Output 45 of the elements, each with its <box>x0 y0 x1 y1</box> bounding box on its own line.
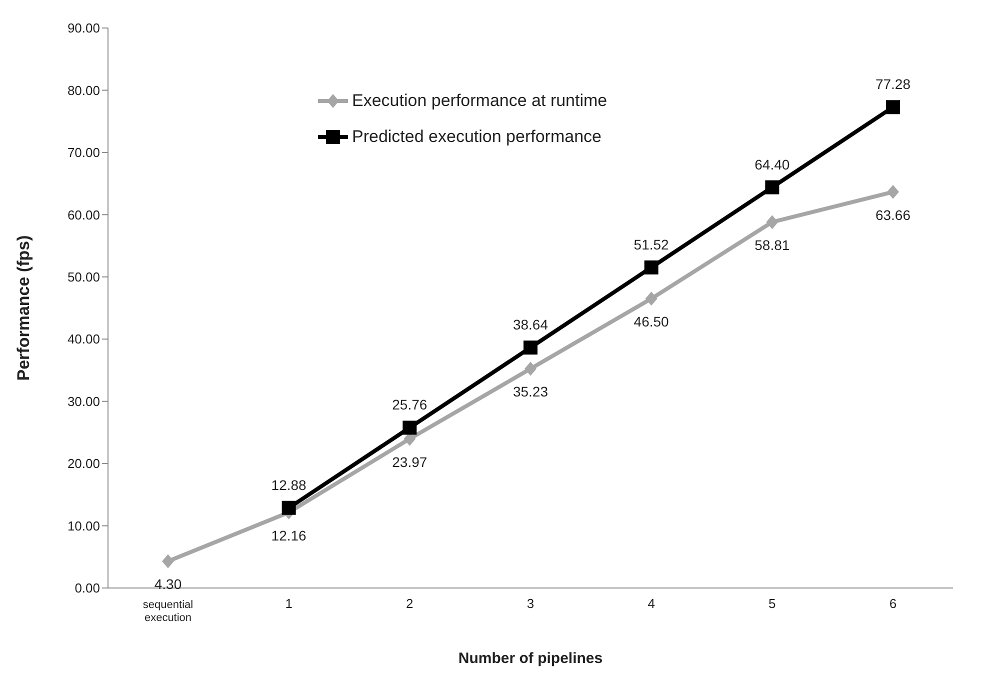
y-tick-label: 40.00 <box>67 332 100 347</box>
y-tick-label: 30.00 <box>67 394 100 409</box>
point <box>766 215 778 230</box>
data-label: 23.97 <box>392 454 428 470</box>
data-label: 51.52 <box>634 236 670 252</box>
data-label: 46.50 <box>634 314 670 330</box>
y-tick-label: 80.00 <box>67 82 100 98</box>
point <box>402 420 417 435</box>
y-tick-label: 70.00 <box>67 145 100 160</box>
point <box>524 340 538 355</box>
point <box>162 554 174 568</box>
point <box>282 500 296 515</box>
x-axis-title: Number of pipelines <box>458 650 603 667</box>
y-tick-label: 50.00 <box>67 270 100 285</box>
legend-label: Execution performance at runtime <box>352 90 608 112</box>
data-label: 58.81 <box>754 237 790 254</box>
y-axis-title: Performance (fps) <box>14 235 34 381</box>
y-tick-label: 60.00 <box>67 207 100 222</box>
point <box>644 260 658 274</box>
x-tick-label: 4 <box>648 596 655 611</box>
data-label: 77.28 <box>875 76 911 92</box>
data-label: 38.64 <box>512 316 548 333</box>
point <box>887 184 899 199</box>
data-label: 12.88 <box>271 476 307 493</box>
y-tick-label: 10.00 <box>67 518 100 534</box>
data-label: 4.30 <box>154 576 182 592</box>
point <box>645 292 658 306</box>
data-label: 35.23 <box>512 384 548 400</box>
x-tick-label: 3 <box>526 596 534 611</box>
x-tick-label: 5 <box>768 596 776 611</box>
x-tick-label: 2 <box>406 596 414 611</box>
y-tick-label: 0.00 <box>74 580 100 596</box>
y-tick-label: 90.00 <box>67 20 100 36</box>
data-label: 63.66 <box>875 206 911 223</box>
data-label: 64.40 <box>754 156 790 172</box>
legend-label: Predicted execution performance <box>352 126 602 148</box>
data-label: 12.16 <box>271 527 307 544</box>
data-label: 25.76 <box>392 396 428 413</box>
x-tick-label: 1 <box>285 596 292 611</box>
x-tick-label: sequential execution <box>142 599 194 624</box>
point <box>765 180 780 194</box>
x-tick-label: 6 <box>889 596 897 611</box>
y-tick-label: 20.00 <box>67 456 100 472</box>
point <box>524 362 536 376</box>
point <box>886 100 900 114</box>
